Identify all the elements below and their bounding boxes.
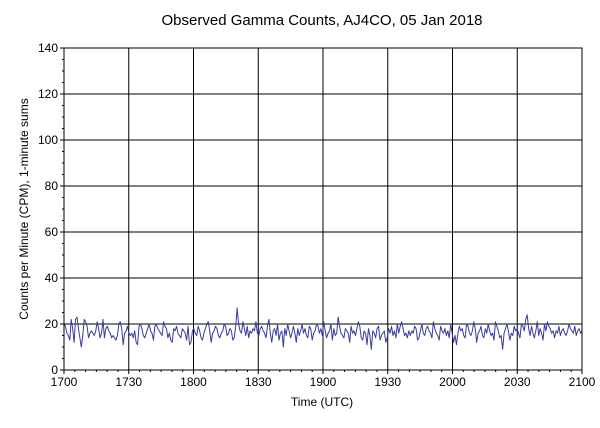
y-tick-label: 60 bbox=[45, 225, 59, 239]
x-tick-label: 1900 bbox=[310, 375, 337, 389]
x-tick-label: 2000 bbox=[439, 375, 466, 389]
y-axis-label: Counts per Minute (CPM), 1-minute sums bbox=[17, 98, 31, 319]
x-axis: 1700 1730 1800 1830 1900 1930 2000 2030 2100 bbox=[51, 370, 596, 389]
y-tick-label: 80 bbox=[45, 179, 59, 193]
y-axis: 0 20 40 60 80 100 120 140 bbox=[38, 41, 64, 377]
y-tick-label: 140 bbox=[38, 41, 58, 55]
x-tick-label: 1830 bbox=[245, 375, 272, 389]
x-tick-label: 1800 bbox=[180, 375, 207, 389]
series-line bbox=[63, 307, 583, 350]
chart-title: Observed Gamma Counts, AJ4CO, 05 Jan 201… bbox=[162, 12, 483, 29]
y-tick-label: 40 bbox=[45, 271, 59, 285]
x-tick-label: 1730 bbox=[115, 375, 142, 389]
y-tick-label: 100 bbox=[38, 133, 58, 147]
grid bbox=[64, 48, 582, 370]
x-tick-label: 2100 bbox=[569, 375, 596, 389]
x-axis-label: Time (UTC) bbox=[291, 395, 353, 409]
y-tick-label: 0 bbox=[51, 363, 58, 377]
y-tick-label: 20 bbox=[45, 317, 59, 331]
x-tick-label: 1700 bbox=[51, 375, 78, 389]
x-tick-label: 1930 bbox=[374, 375, 401, 389]
x-tick-label: 2030 bbox=[504, 375, 531, 389]
y-tick-label: 120 bbox=[38, 87, 58, 101]
series-layer bbox=[63, 307, 583, 350]
